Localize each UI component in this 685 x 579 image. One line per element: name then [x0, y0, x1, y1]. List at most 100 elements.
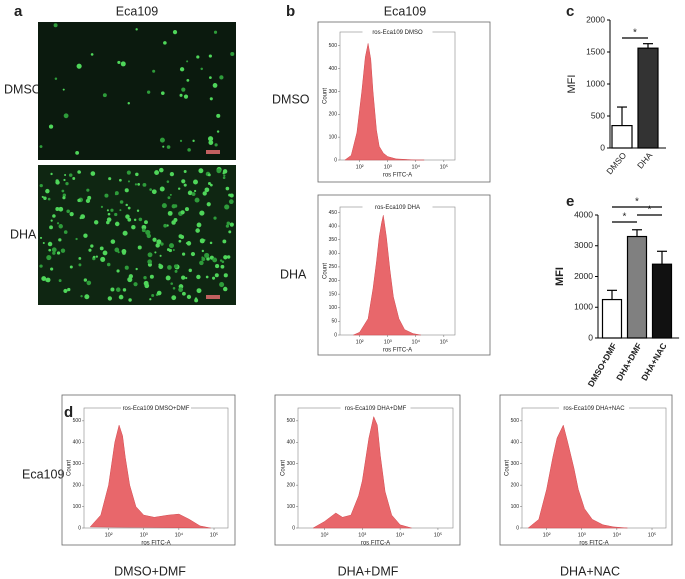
panel-label: d [64, 404, 73, 421]
cell [212, 83, 218, 88]
cell [186, 78, 190, 82]
x-tick-label: 10⁴ [175, 531, 184, 538]
cell [95, 255, 98, 258]
cell [202, 191, 207, 196]
cell [110, 239, 116, 244]
x-tick-label: 10³ [358, 532, 366, 538]
cell [43, 196, 47, 201]
cell [144, 220, 148, 225]
cell [209, 183, 213, 187]
cell [65, 182, 69, 186]
y-tick-label: 500 [73, 418, 82, 424]
cell [114, 193, 117, 196]
cell [181, 291, 186, 296]
bar [611, 124, 633, 149]
condition-label: DMSO+DMF [114, 564, 186, 578]
cell [223, 273, 228, 278]
cell [215, 264, 220, 269]
y-tick-label: 350 [329, 237, 338, 243]
y-tick-label: 200 [329, 112, 338, 118]
cell [216, 168, 222, 174]
y-tick-label: 50 [331, 319, 337, 325]
histogram-area [353, 215, 421, 336]
cell [186, 241, 192, 246]
cell [47, 241, 53, 247]
cell [181, 275, 186, 280]
cell [90, 53, 94, 56]
cell [127, 102, 130, 105]
y-tick-label: 100 [329, 134, 338, 140]
cell [212, 276, 216, 280]
cell [206, 202, 211, 207]
cell [118, 294, 124, 300]
cell [173, 218, 178, 222]
cell [154, 251, 157, 254]
y-tick-label: 0 [334, 332, 337, 338]
cell [207, 182, 211, 186]
cell [172, 30, 178, 35]
row-label: DMSO [4, 82, 42, 96]
y-tick-label: 0 [516, 525, 519, 531]
cell [205, 275, 209, 279]
x-tick-label: 10² [543, 532, 551, 538]
cell [178, 287, 183, 293]
cell [120, 61, 126, 67]
cell [119, 178, 122, 182]
cell [156, 290, 162, 296]
cell [223, 255, 228, 260]
title-box [362, 29, 433, 36]
cell [104, 193, 109, 198]
cell [86, 188, 90, 192]
y-tick-label: 450 [329, 210, 338, 216]
cell [199, 260, 204, 266]
cell [200, 67, 203, 71]
cell [114, 247, 120, 253]
y-tick-label: 250 [329, 264, 338, 270]
cell [224, 204, 230, 210]
cell [145, 229, 151, 235]
cell [45, 188, 50, 194]
cell [62, 193, 67, 197]
cell [78, 171, 82, 174]
y-axis-label: Count [323, 88, 329, 104]
y-axis-label: Count [281, 460, 287, 476]
cell [46, 254, 52, 261]
y-tick-label: 1000 [574, 302, 593, 312]
x-tick-label: 10³ [140, 532, 148, 538]
y-axis-label: MFI [566, 75, 578, 94]
cell [179, 67, 185, 72]
cell [117, 60, 121, 65]
cell [229, 222, 234, 227]
cell [147, 252, 153, 258]
cell [119, 200, 124, 204]
cell [147, 259, 152, 265]
x-tick-label: 10² [356, 339, 364, 345]
cell [48, 248, 52, 252]
cell [63, 178, 66, 182]
y-tick-label: 0 [588, 332, 593, 342]
row-label: DHA [10, 227, 37, 241]
cell [222, 176, 226, 180]
cell [212, 257, 218, 263]
cell [126, 170, 131, 175]
cell [158, 263, 161, 266]
cell [174, 269, 178, 273]
y-tick-label: 3000 [574, 240, 593, 250]
cell [196, 288, 202, 294]
cell [165, 275, 171, 281]
y-tick-label: 0 [600, 142, 605, 152]
cell [137, 183, 141, 186]
y-tick-label: 500 [287, 418, 296, 424]
cell [166, 224, 169, 227]
row-label: Eca109 [22, 467, 64, 481]
cell [99, 246, 104, 251]
x-tick-label: DHA [635, 150, 654, 170]
y-tick-label: 2000 [574, 271, 593, 281]
cell [122, 288, 127, 292]
cell [69, 265, 73, 269]
plot-title: ros-Eca109 DMSO+DMF [123, 406, 190, 412]
cell [107, 212, 111, 216]
micrograph [38, 22, 236, 160]
y-tick-label: 100 [511, 504, 520, 510]
cell [53, 23, 58, 28]
